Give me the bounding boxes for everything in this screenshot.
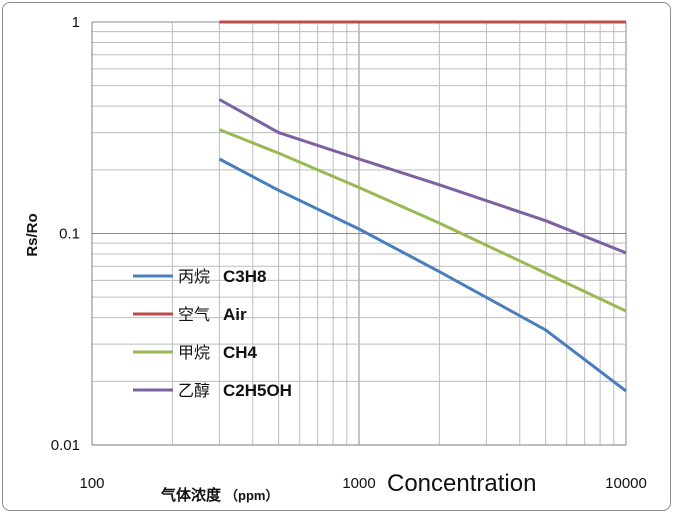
legend-label-en: C3H8 (223, 267, 266, 286)
x-tick-label: 1000 (342, 475, 375, 492)
axes: 1 0.1 0.01 100 1000 10000 (51, 14, 647, 492)
x-tick-label: 10000 (605, 475, 647, 492)
chart-frame: 1 0.1 0.01 100 1000 10000 丙烷 C3H8 空气 Air 甲烷 CH4 乙醇 C… (2, 2, 671, 511)
legend-label-cn: 空气 (178, 305, 210, 324)
y-tick-label: 0.1 (59, 226, 80, 243)
grid (91, 21, 627, 446)
legend: 丙烷 C3H8 空气 Air 甲烷 CH4 乙醇 C2H5OH (133, 267, 292, 400)
x-tick-label: 100 (79, 475, 104, 492)
x-axis-label-en: Concentration (387, 470, 536, 497)
series-line-c2h5oh (218, 98, 627, 255)
series-line-c3h8 (218, 157, 627, 393)
axis-labels: Rs/Ro 气体浓度 （ppm） Concentration (24, 213, 536, 504)
y-tick-label: 0.01 (51, 437, 80, 454)
x-axis-label-cn: 气体浓度 (160, 486, 222, 504)
legend-label-en: C2H5OH (223, 381, 292, 400)
series-line-ch4 (218, 128, 627, 313)
series-lines (218, 20, 627, 393)
legend-label-cn: 甲烷 (178, 343, 210, 362)
legend-label-en: CH4 (223, 343, 258, 362)
legend-label-cn: 乙醇 (178, 381, 210, 400)
x-axis-label-unit: （ppm） (225, 488, 278, 503)
y-tick-label: 1 (72, 14, 80, 31)
legend-label-cn: 丙烷 (178, 267, 210, 286)
y-axis-label: Rs/Ro (24, 213, 41, 256)
legend-label-en: Air (223, 305, 247, 324)
chart-svg: 1 0.1 0.01 100 1000 10000 丙烷 C3H8 空气 Air 甲烷 CH4 乙醇 C… (24, 14, 647, 504)
